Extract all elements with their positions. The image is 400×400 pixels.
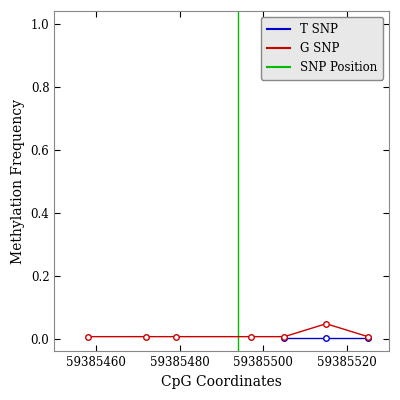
- X-axis label: CpG Coordinates: CpG Coordinates: [161, 375, 282, 389]
- Legend: T SNP, G SNP, SNP Position: T SNP, G SNP, SNP Position: [261, 17, 383, 80]
- Y-axis label: Methylation Frequency: Methylation Frequency: [11, 99, 25, 264]
